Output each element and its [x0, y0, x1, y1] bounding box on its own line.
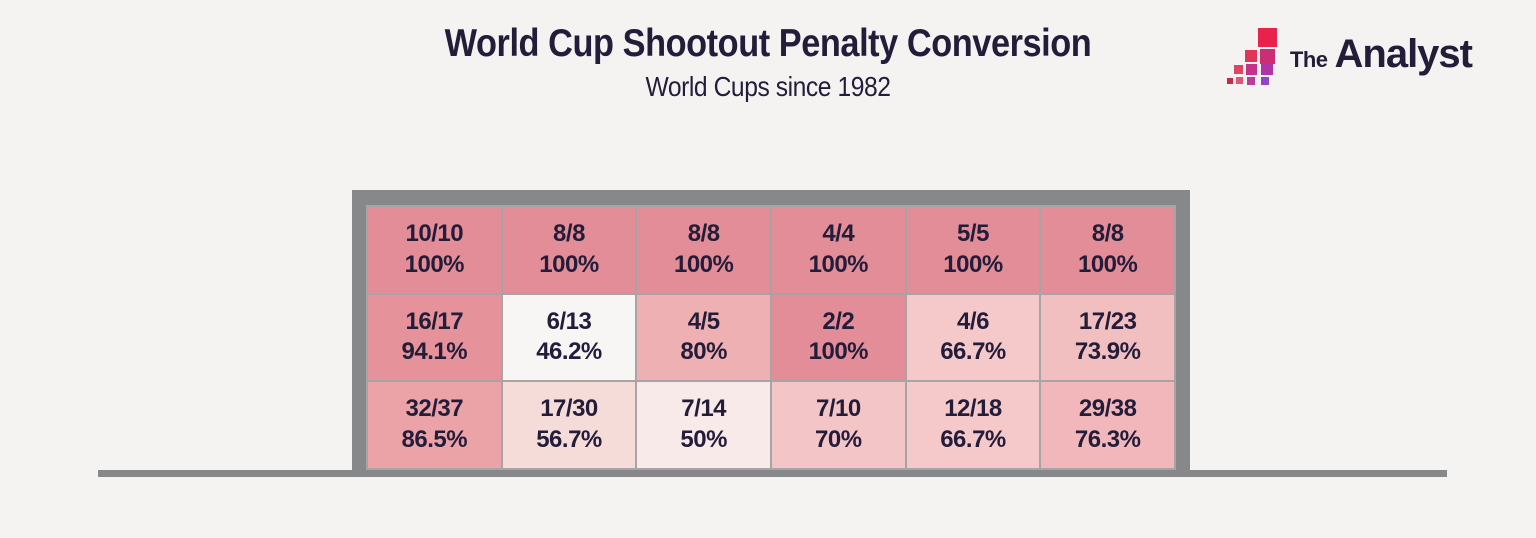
cell-percentage: 86.5% [401, 426, 468, 454]
goal-cell-r2c5: 29/38 76.3% [1041, 382, 1174, 468]
goal-cell-r0c2: 8/8 100% [637, 207, 770, 293]
cell-percentage: 46.2% [536, 338, 602, 366]
cell-percentage: 73.9% [1074, 338, 1141, 366]
cell-percentage: 80% [680, 338, 727, 366]
cell-fraction: 29/38 [1078, 395, 1137, 423]
goal-cell-r0c1: 8/8 100% [502, 207, 636, 293]
cell-fraction: 8/8 [1091, 220, 1124, 248]
goal-zone-grid: 10/10 100% 8/8 100% 8/8 100% 4/4 100% 5/5 100% 8/8… [366, 205, 1176, 470]
cell-percentage: 100% [673, 250, 734, 278]
goal-cell-r2c4: 12/18 66.7% [906, 382, 1040, 468]
cell-fraction: 12/18 [944, 395, 1002, 423]
analyst-pixel-stairs-icon [1226, 28, 1277, 85]
goal-cell-r1c3: 2/2 100% [772, 294, 905, 381]
cell-percentage: 50% [680, 426, 727, 454]
cell-percentage: 76.3% [1074, 426, 1141, 454]
goal-frame: 10/10 100% 8/8 100% 8/8 100% 4/4 100% 5/5 100% 8/8… [352, 190, 1190, 470]
cell-percentage: 100% [1077, 250, 1138, 278]
cell-percentage: 100% [808, 250, 869, 278]
cell-fraction: 4/5 [687, 307, 720, 335]
goal-cell-r2c1: 17/30 56.7% [502, 382, 636, 468]
goal-cell-r0c5: 8/8 100% [1041, 207, 1174, 293]
cell-fraction: 7/10 [815, 395, 861, 423]
goal-cell-r2c0: 32/37 86.5% [368, 382, 501, 468]
cell-percentage: 100% [808, 338, 869, 366]
cell-percentage: 94.1% [401, 338, 468, 366]
cell-fraction: 8/8 [553, 220, 585, 248]
logo-wordmark: The Analyst [1289, 32, 1473, 85]
goal-cell-r0c4: 5/5 100% [906, 207, 1040, 293]
goal-line [98, 470, 1447, 477]
cell-percentage: 66.7% [940, 338, 1006, 366]
logo-word-the: The [1289, 47, 1328, 72]
cell-percentage: 70% [815, 426, 862, 454]
goal-cell-r2c2: 7/14 50% [637, 382, 770, 468]
goal-cell-r1c4: 4/6 66.7% [906, 294, 1040, 381]
page-title: World Cup Shootout Penalty Conversion [444, 22, 1092, 65]
goal-cell-r1c5: 17/23 73.9% [1041, 294, 1174, 381]
cell-fraction: 5/5 [957, 220, 989, 248]
cell-fraction: 4/4 [822, 220, 855, 248]
goal-cell-r0c3: 4/4 100% [772, 207, 905, 293]
cell-percentage: 66.7% [940, 426, 1006, 454]
cell-percentage: 56.7% [536, 426, 602, 454]
cell-fraction: 10/10 [405, 220, 464, 248]
goal-cell-r1c0: 16/17 94.1% [368, 294, 501, 381]
logo-word-analyst: Analyst [1334, 32, 1473, 76]
cell-percentage: 100% [943, 250, 1003, 278]
goal-cell-r0c0: 10/10 100% [368, 207, 501, 293]
goal-cell-r2c3: 7/10 70% [772, 382, 905, 468]
cell-fraction: 17/30 [540, 395, 598, 423]
cell-fraction: 17/23 [1078, 307, 1137, 335]
cell-percentage: 100% [404, 250, 465, 278]
cell-fraction: 7/14 [681, 395, 727, 423]
the-analyst-logo: The Analyst [1226, 28, 1473, 85]
cell-fraction: 2/2 [822, 307, 855, 335]
goal-cell-r1c2: 4/5 80% [637, 294, 770, 381]
cell-fraction: 6/13 [546, 307, 592, 335]
cell-fraction: 8/8 [687, 220, 720, 248]
cell-percentage: 100% [539, 250, 599, 278]
page-subtitle: World Cups since 1982 [645, 71, 891, 102]
cell-fraction: 16/17 [405, 307, 464, 335]
cell-fraction: 4/6 [957, 307, 989, 335]
goal-cell-r1c1: 6/13 46.2% [502, 294, 636, 381]
cell-fraction: 32/37 [405, 395, 464, 423]
